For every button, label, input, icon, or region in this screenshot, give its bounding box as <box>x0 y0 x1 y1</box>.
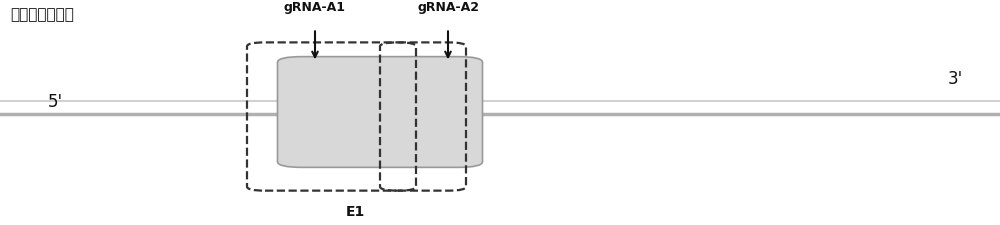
Text: 野生型等位基因: 野生型等位基因 <box>10 7 74 22</box>
FancyBboxPatch shape <box>277 57 482 168</box>
Text: 5': 5' <box>47 92 63 110</box>
Text: 3': 3' <box>947 70 963 88</box>
Text: E1: E1 <box>345 205 365 218</box>
Text: gRNA-A1: gRNA-A1 <box>284 0 346 13</box>
Text: gRNA-A2: gRNA-A2 <box>417 0 479 13</box>
